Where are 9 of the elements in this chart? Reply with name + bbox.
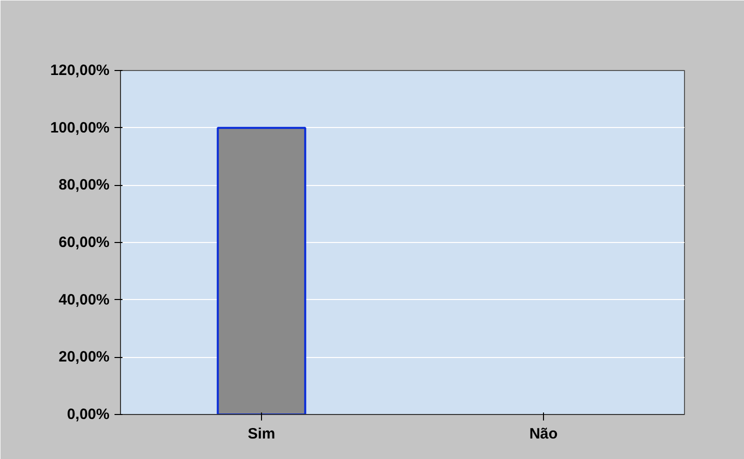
y-tick-label: 100,00%: [50, 119, 110, 136]
x-tick-label: Sim: [248, 426, 276, 442]
x-tick-label: Não: [529, 426, 558, 442]
y-tick-label: 60,00%: [58, 234, 110, 251]
y-tick-label: 40,00%: [58, 291, 110, 308]
y-tick-label: 0,00%: [66, 406, 110, 423]
y-tick-label: 20,00%: [58, 348, 110, 366]
y-tick-label: 120,00%: [50, 62, 110, 79]
y-tick-label: 80,00%: [58, 176, 110, 194]
